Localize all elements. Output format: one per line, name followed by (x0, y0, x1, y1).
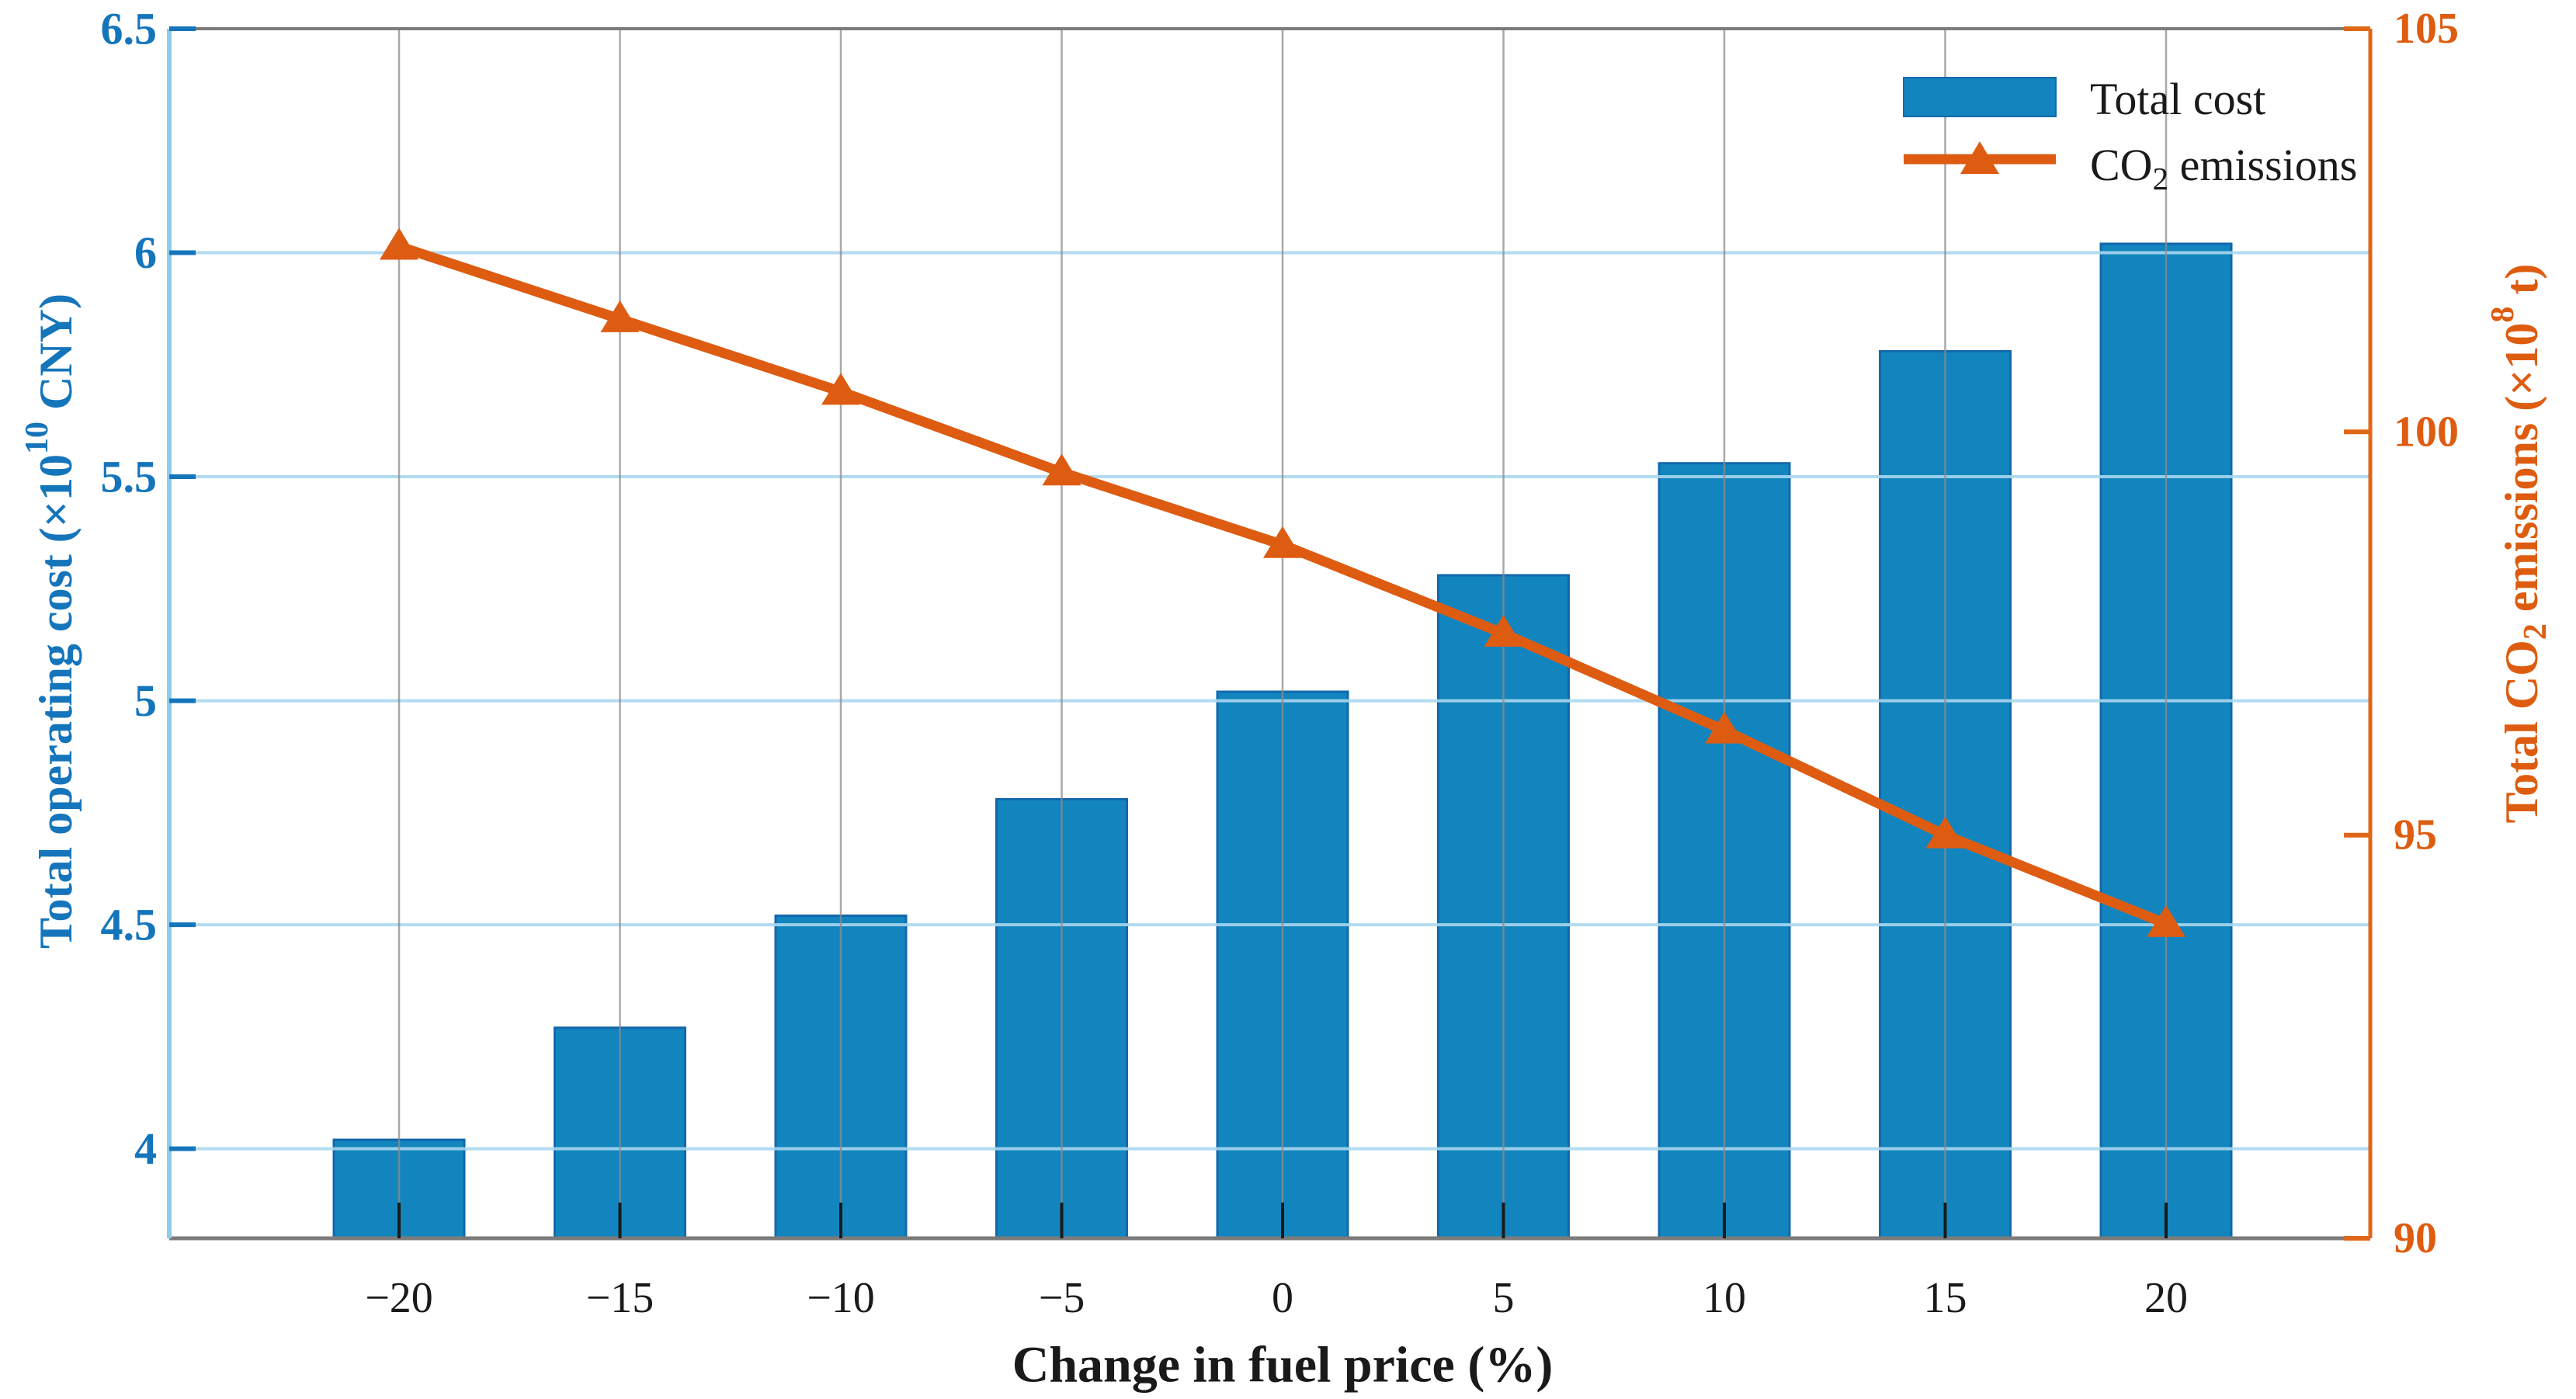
left-tick-label: 5 (134, 675, 157, 726)
text-part: emissions (2168, 140, 2357, 190)
triangle-marker (821, 373, 860, 405)
x-tick-label: 20 (2144, 1274, 2188, 1322)
triangle-marker (1925, 816, 1965, 849)
x-tick-label: 15 (1924, 1274, 1967, 1322)
x-tick-label: −15 (586, 1274, 654, 1322)
text-part: Total operating cost (×10 (30, 454, 82, 949)
legend-triangle-marker (1960, 141, 1999, 174)
x-tick-label: −5 (1039, 1274, 1085, 1322)
x-tick-label: −10 (807, 1274, 875, 1322)
x-tick-label: −20 (365, 1274, 433, 1322)
left-tick-label: 6.5 (101, 4, 158, 54)
triangle-marker (380, 227, 418, 260)
left-tick-label: 4 (134, 1123, 157, 1174)
left-axis-label: Total operating cost (×1010 CNY) (19, 293, 82, 949)
triangle-marker (600, 300, 640, 332)
right-tick-label: 105 (2394, 5, 2459, 53)
text-part: emissions (×10 (2496, 323, 2547, 624)
text-part: t) (2496, 264, 2547, 307)
triangle-marker (1263, 526, 1302, 558)
x-tick-label: 5 (1493, 1274, 1515, 1322)
right-tick-label: 95 (2394, 811, 2437, 859)
right-tick-label: 90 (2394, 1214, 2437, 1262)
right-tick-label: 100 (2394, 408, 2459, 456)
x-axis-label: Change in fuel price (%) (1012, 1337, 1554, 1394)
left-tick-label: 5.5 (101, 452, 158, 502)
text-part: CNY) (30, 293, 82, 422)
legend-label-total-cost: Total cost (2090, 74, 2265, 124)
x-tick-label: 0 (1272, 1274, 1293, 1322)
legend-label-co2-emissions: CO2 emissions (2090, 140, 2357, 197)
text-part: Total cost (2090, 74, 2265, 124)
text-part: 2 (2153, 161, 2169, 196)
text-part: CO (2090, 140, 2153, 190)
text-part: 8 (2485, 307, 2521, 323)
text-part: 10 (19, 422, 55, 454)
left-tick-label: 6 (134, 227, 157, 278)
text-part: 2 (2518, 623, 2553, 640)
triangle-marker (1484, 615, 1523, 647)
legend-bar-swatch (1903, 77, 2057, 117)
triangle-marker (2147, 904, 2185, 937)
triangle-marker (1042, 453, 1081, 486)
x-tick-label: 10 (1703, 1274, 1746, 1322)
triangle-marker (1705, 711, 1744, 744)
text-part: Total CO (2496, 640, 2547, 823)
right-axis-label: Total CO2 emissions (×108 t) (2485, 264, 2553, 824)
left-tick-label: 4.5 (101, 900, 158, 950)
